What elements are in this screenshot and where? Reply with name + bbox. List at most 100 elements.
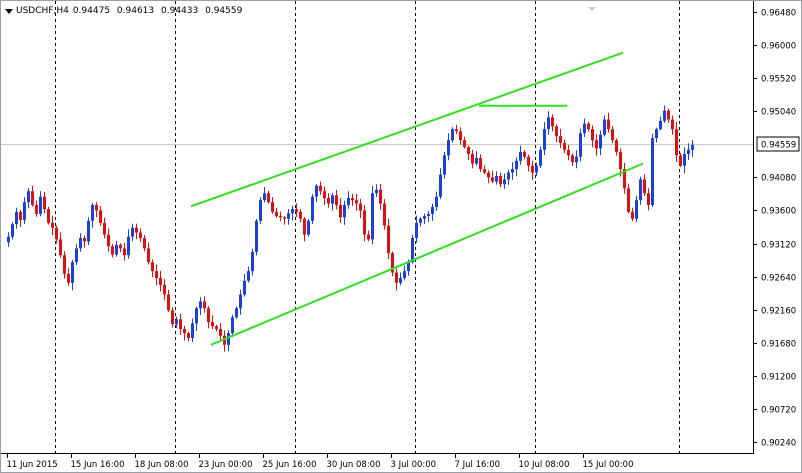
price-tick-label: 0.96480 <box>761 9 796 19</box>
candle-body <box>363 210 366 235</box>
candle-body <box>135 227 138 233</box>
candle-body <box>607 119 610 130</box>
candle-body <box>123 248 126 256</box>
price-tick-label: 0.95040 <box>761 108 796 118</box>
candle-body <box>207 308 210 323</box>
candle-body <box>687 149 690 154</box>
channel-lower-line[interactable] <box>210 162 644 346</box>
candle <box>59 232 62 258</box>
candle <box>347 191 350 209</box>
candle <box>147 242 150 265</box>
candle <box>175 316 178 328</box>
candle <box>403 265 406 281</box>
candle <box>543 122 546 156</box>
time-tick-label: 7 Jul 16:00 <box>455 460 501 470</box>
candle-body <box>43 196 46 210</box>
candle-body <box>447 140 450 156</box>
candle-body <box>255 220 258 252</box>
candle-body <box>151 262 154 272</box>
candle <box>455 124 458 135</box>
candle-body <box>295 209 298 212</box>
candle-body <box>691 145 694 150</box>
candle <box>219 323 222 342</box>
candle <box>555 124 558 142</box>
candle <box>531 160 534 180</box>
candle-body <box>583 123 586 134</box>
candle-body <box>511 169 514 173</box>
candle <box>375 184 378 198</box>
candle-body <box>247 271 250 281</box>
candle <box>419 217 422 227</box>
candle <box>483 165 486 175</box>
price-tick-label: 0.93120 <box>761 241 796 251</box>
period-separators <box>55 1 680 453</box>
candle-body <box>487 172 490 178</box>
candle <box>527 154 530 172</box>
current-price-tag-background <box>756 136 800 152</box>
candle <box>63 251 66 279</box>
candle <box>459 127 462 145</box>
candle-body <box>215 326 218 329</box>
symbol-label: USDCHF,H4 <box>16 6 69 16</box>
candle-body <box>683 153 686 166</box>
candle-body <box>119 244 122 249</box>
candle <box>427 211 430 222</box>
candle-body <box>35 204 38 214</box>
candle-body <box>407 262 410 272</box>
candle-body <box>339 204 342 218</box>
candle <box>647 188 650 211</box>
time-tick-label: 15 Jun 16:00 <box>71 460 125 470</box>
candle-body <box>67 273 70 283</box>
candle-body <box>335 195 338 205</box>
candle-body <box>131 227 134 237</box>
channel-upper-line[interactable] <box>190 51 624 208</box>
candle-body <box>31 191 34 205</box>
candle-body <box>523 151 526 157</box>
candle <box>255 219 258 256</box>
candle <box>495 171 498 185</box>
candle <box>99 206 102 226</box>
candles <box>7 105 694 352</box>
candle <box>519 145 522 165</box>
candle-body <box>27 191 30 203</box>
candle <box>215 324 218 332</box>
candle-body <box>283 217 286 219</box>
candle <box>595 134 598 156</box>
candle <box>547 111 550 135</box>
chart-shift-marker[interactable] <box>588 7 596 11</box>
candle-body <box>411 238 414 263</box>
candle <box>283 215 286 225</box>
candle <box>499 172 502 188</box>
candle-body <box>103 222 106 235</box>
candle-body <box>163 284 166 295</box>
candle <box>567 145 570 161</box>
candle-body <box>671 119 674 130</box>
candle <box>323 186 326 206</box>
candle <box>607 112 610 133</box>
candle-body <box>99 210 102 223</box>
candle-body <box>471 153 474 164</box>
candle-body <box>655 129 658 139</box>
candle <box>563 139 566 154</box>
candle-body <box>7 236 10 243</box>
candle-body <box>291 209 294 214</box>
candle <box>199 297 202 316</box>
candle <box>303 216 306 242</box>
candle <box>235 306 238 319</box>
candle-body <box>539 149 542 166</box>
candle-body <box>555 126 558 137</box>
candle-body <box>51 222 54 228</box>
dropdown-arrow-icon[interactable] <box>5 8 13 14</box>
candle <box>115 240 118 257</box>
candle <box>291 205 294 221</box>
ohlc-quotes: 0.94475 0.94613 0.94433 0.94559 <box>73 6 247 16</box>
candle <box>91 203 94 228</box>
candle <box>415 215 418 243</box>
candle <box>243 274 246 297</box>
candle-body <box>483 169 486 173</box>
candle-body <box>443 155 446 175</box>
channel-lines[interactable] <box>190 51 644 346</box>
candle-body <box>155 271 158 278</box>
